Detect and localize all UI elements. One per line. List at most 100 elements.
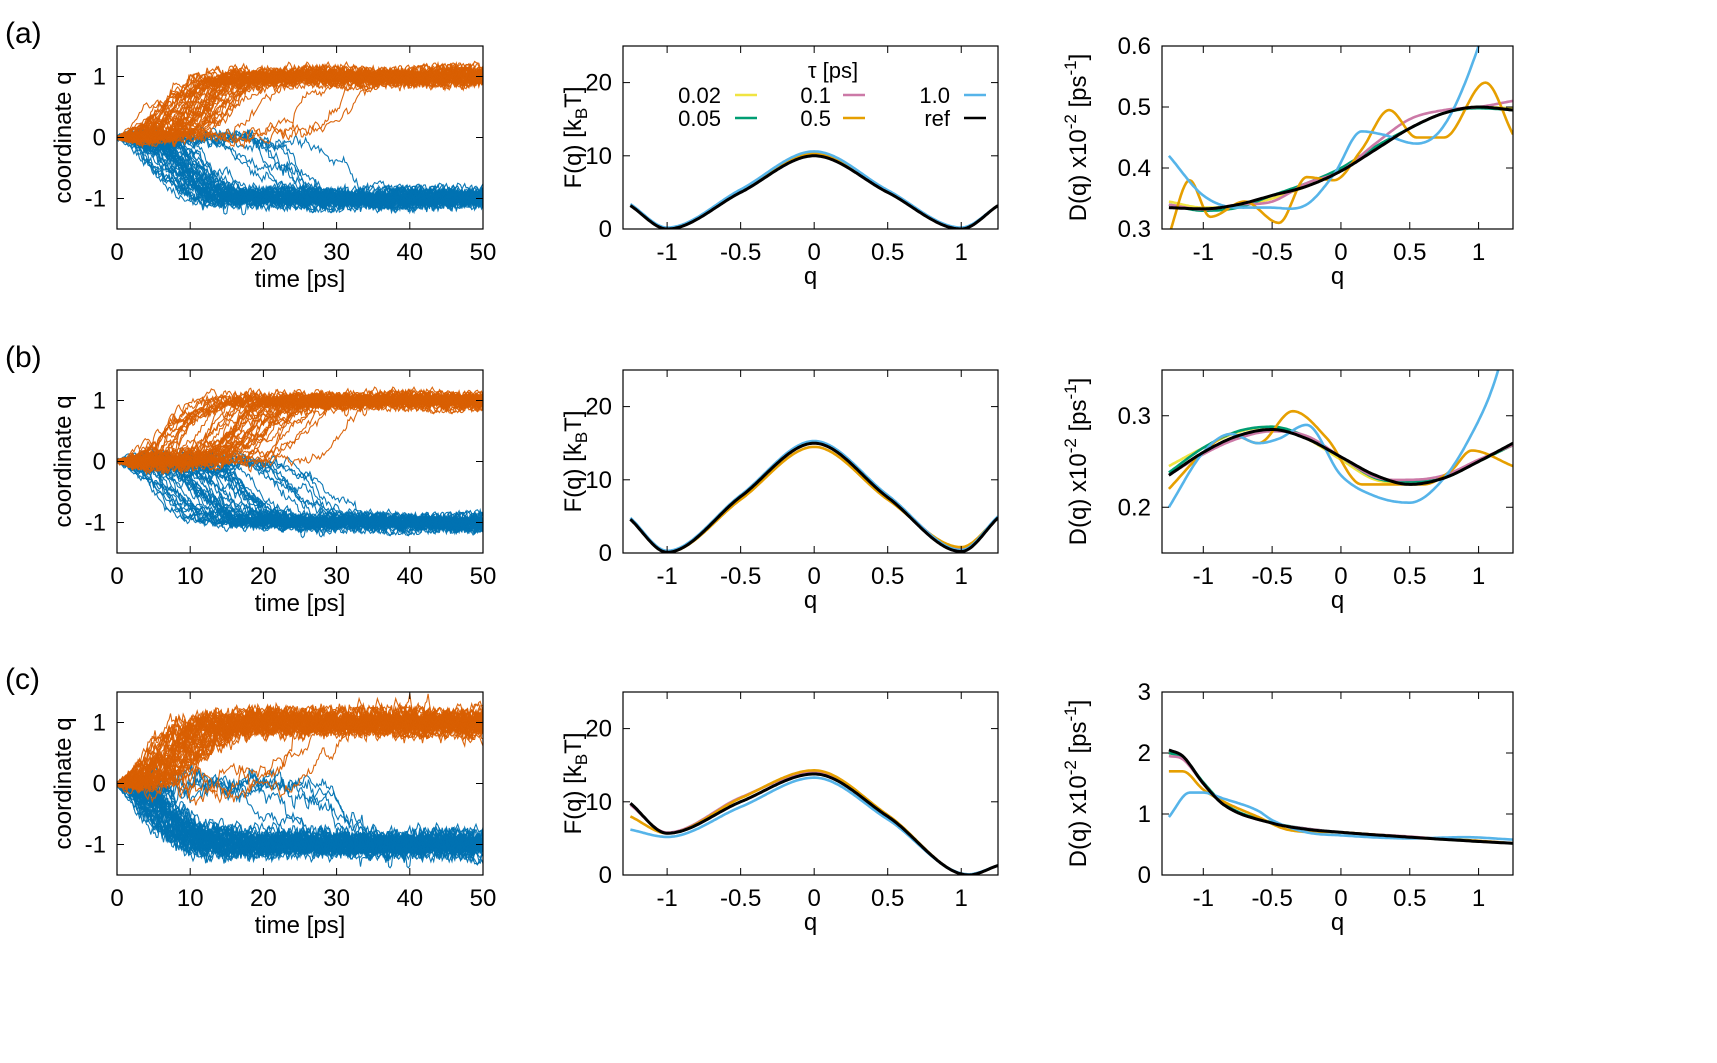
legend-title: τ [ps] <box>808 58 858 83</box>
legend-label: 1.0 <box>919 83 950 108</box>
trajectory-down <box>117 125 483 212</box>
curve-0_02 <box>1168 105 1513 209</box>
curve-1_0 <box>1167 370 1500 508</box>
y-tick-label: 20 <box>585 394 612 421</box>
y-axis-label: coordinate q <box>50 395 77 527</box>
trajectory-down <box>117 782 483 864</box>
curve-ref <box>629 441 998 553</box>
y-tick-label: 20 <box>585 70 612 97</box>
F-axes <box>622 691 999 876</box>
x-tick-label: -0.5 <box>1251 239 1292 266</box>
D-axes <box>1161 369 1514 554</box>
curve-1_0 <box>1167 46 1480 210</box>
y-tick-label: 0.3 <box>1118 216 1151 243</box>
x-tick-label: -0.5 <box>1251 885 1292 912</box>
curve-0_5 <box>629 445 998 553</box>
x-tick-label: -0.5 <box>720 239 761 266</box>
y-tick-label: -1 <box>85 510 106 537</box>
x-tick-label: 0 <box>1334 885 1347 912</box>
y-tick-label: 1 <box>93 710 106 737</box>
x-tick-label: 0.5 <box>871 239 904 266</box>
y-tick-label: 0.2 <box>1118 494 1151 521</box>
legend-label: 0.5 <box>800 106 831 131</box>
curve-ref <box>629 154 998 229</box>
y-tick-label: 0 <box>93 449 106 476</box>
y-tick-label: 0 <box>1138 862 1151 889</box>
x-tick-label: 0.5 <box>1393 885 1426 912</box>
x-tick-label: 50 <box>470 239 497 266</box>
trajectory-down <box>117 778 483 859</box>
x-tick-label: 50 <box>470 885 497 912</box>
x-axis-label: time [ps] <box>255 912 346 939</box>
curve-1_0 <box>630 776 998 875</box>
x-tick-label: 1 <box>955 563 968 590</box>
curve-1_0 <box>629 150 998 229</box>
x-tick-label: 40 <box>396 885 423 912</box>
curve-0_1 <box>629 441 998 553</box>
curve-ref <box>1168 748 1513 845</box>
x-tick-label: 1 <box>1472 885 1485 912</box>
x-tick-label: 0 <box>807 239 820 266</box>
x-tick-label: 0 <box>1334 563 1347 590</box>
legend-label: 0.02 <box>678 83 721 108</box>
x-tick-label: -1 <box>656 563 677 590</box>
panel-label: (b) <box>5 341 42 374</box>
F-axes <box>622 369 999 554</box>
trajectory-down <box>117 128 483 214</box>
curve-ref <box>1168 105 1513 211</box>
x-tick-label: 0.5 <box>871 885 904 912</box>
x-tick-label: 0 <box>807 563 820 590</box>
x-tick-label: 30 <box>323 563 350 590</box>
trajectory-up <box>117 67 483 139</box>
x-tick-label: 20 <box>250 239 277 266</box>
trajectory-down <box>117 781 483 863</box>
y-axis-label: D(q) x10-2 [ps-1] <box>1061 700 1092 868</box>
trajectory-down <box>117 779 483 864</box>
y-tick-label: -1 <box>85 186 106 213</box>
y-axis-label: D(q) x10-2 [ps-1] <box>1061 54 1092 222</box>
trajectory-down <box>117 130 483 211</box>
curve-0_1 <box>629 153 998 229</box>
trajectory-up <box>117 392 483 471</box>
x-tick-label: 0.5 <box>1393 239 1426 266</box>
x-tick-label: 40 <box>396 563 423 590</box>
x-axis-label: q <box>1331 909 1344 936</box>
x-tick-label: 1 <box>955 239 968 266</box>
x-tick-label: 10 <box>177 239 204 266</box>
y-tick-label: 0 <box>599 862 612 889</box>
curve-ref <box>1168 428 1513 486</box>
D-axes <box>1161 45 1514 230</box>
y-tick-label: 0.5 <box>1118 94 1151 121</box>
y-tick-label: 0 <box>599 216 612 243</box>
x-tick-label: 30 <box>323 239 350 266</box>
x-axis-label: time [ps] <box>255 590 346 617</box>
trajectory-up <box>117 705 483 790</box>
x-tick-label: 1 <box>955 885 968 912</box>
diffusion-panel: -1 -0.5 0 0.5 1 0.3 0.4 0.5 0.6 q D(q) x10-2 [ps-1… <box>1061 33 1514 290</box>
curves <box>1167 46 1513 229</box>
panel-label: (c) <box>5 663 40 696</box>
x-tick-label: 0.5 <box>1393 563 1426 590</box>
trajectory-up <box>117 391 483 472</box>
y-tick-label: 10 <box>585 143 612 170</box>
trajectory-up <box>117 63 483 139</box>
trajectory-down <box>117 782 483 859</box>
x-axis-label: q <box>804 909 817 936</box>
legend-label: 0.1 <box>800 83 831 108</box>
y-tick-label: 0 <box>93 771 106 798</box>
trajectory-up <box>117 696 483 795</box>
x-tick-label: 10 <box>177 885 204 912</box>
y-tick-label: 3 <box>1138 679 1151 706</box>
trajectory-lines <box>117 386 483 539</box>
diffusion-panel: -1 -0.5 0 0.5 1 0.2 0.3 q D(q) x10-2 [ps-1] <box>1061 369 1514 614</box>
y-tick-label: 1 <box>93 64 106 91</box>
